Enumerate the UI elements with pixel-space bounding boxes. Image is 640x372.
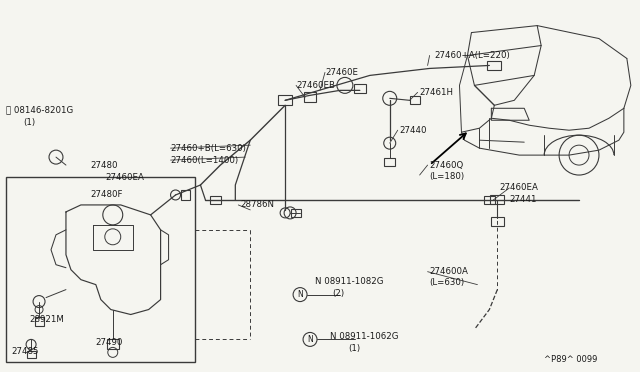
Text: 27460EA: 27460EA	[499, 183, 538, 192]
Text: (L=180): (L=180)	[429, 171, 465, 180]
Text: N: N	[297, 290, 303, 299]
Text: 27480: 27480	[91, 161, 118, 170]
Bar	[384, 158, 396, 166]
Text: 27460+A(L=220): 27460+A(L=220)	[435, 51, 510, 60]
Bar	[278, 95, 292, 105]
Text: 27460EA: 27460EA	[106, 173, 145, 182]
Text: ^P89^ 0099: ^P89^ 0099	[544, 355, 598, 364]
Text: 27460+B(L=630): 27460+B(L=630)	[171, 144, 246, 153]
Text: 27490: 27490	[96, 338, 124, 347]
Text: 27461H: 27461H	[420, 88, 454, 97]
Text: 27441: 27441	[509, 195, 537, 205]
Bar	[354, 84, 366, 93]
Bar	[304, 92, 316, 102]
Bar	[180, 190, 191, 200]
Text: 27460Q: 27460Q	[429, 161, 464, 170]
Text: 27460(L=1400): 27460(L=1400)	[171, 155, 239, 164]
Text: 27460EB: 27460EB	[296, 81, 335, 90]
Text: (1): (1)	[348, 344, 360, 353]
Text: (2): (2)	[332, 289, 344, 298]
Bar	[6, 177, 195, 362]
Text: 274600A: 274600A	[429, 267, 468, 276]
Bar	[488, 61, 501, 70]
Text: N: N	[307, 335, 313, 344]
Text: 28921M: 28921M	[29, 315, 64, 324]
Text: N 08911-1082G: N 08911-1082G	[315, 277, 383, 286]
Bar	[210, 196, 221, 204]
Bar	[35, 317, 44, 326]
Bar	[291, 209, 301, 217]
Text: 27485: 27485	[11, 347, 38, 356]
Bar	[484, 196, 495, 204]
Bar	[410, 96, 420, 104]
Text: 27480F: 27480F	[91, 190, 124, 199]
Text: Ⓑ 08146-8201G: Ⓑ 08146-8201G	[6, 106, 74, 115]
Text: (L=630): (L=630)	[429, 278, 465, 287]
Bar	[107, 339, 119, 349]
Text: 27440: 27440	[400, 126, 428, 135]
Bar	[491, 217, 504, 226]
Text: 28786N: 28786N	[240, 201, 275, 209]
Bar	[27, 351, 36, 358]
Text: 27460E: 27460E	[325, 68, 358, 77]
Text: N 08911-1062G: N 08911-1062G	[330, 332, 399, 341]
Bar	[490, 195, 504, 205]
Text: (1): (1)	[23, 118, 35, 127]
